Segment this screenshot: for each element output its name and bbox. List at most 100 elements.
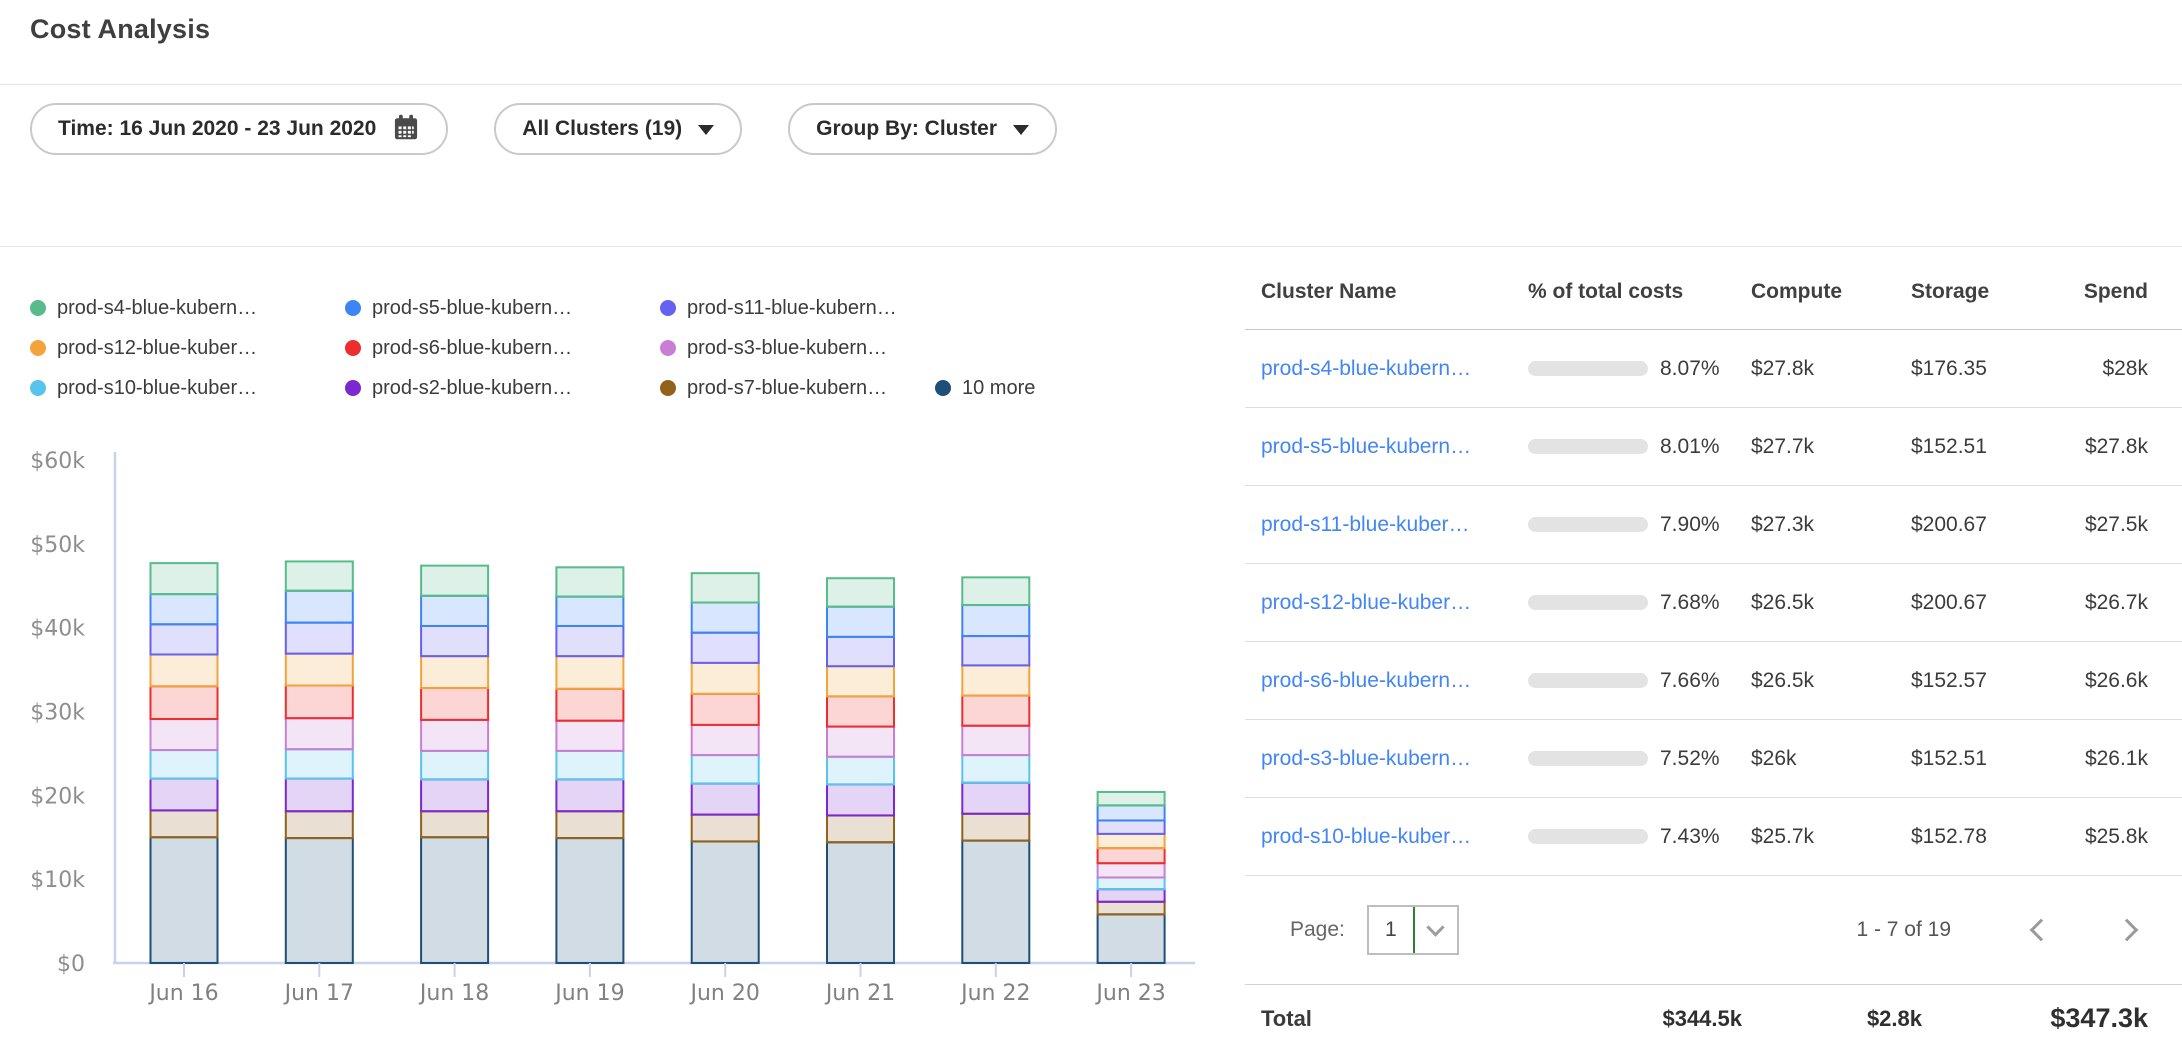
legend-item[interactable]: prod-s5-blue-kubern… bbox=[345, 297, 660, 320]
bar-segment[interactable] bbox=[827, 727, 894, 757]
group-by-dropdown[interactable]: Group By: Cluster bbox=[788, 103, 1057, 155]
cluster-link[interactable]: prod-s4-blue-kubern… bbox=[1261, 357, 1471, 380]
bar-segment[interactable] bbox=[962, 636, 1029, 665]
bar-segment[interactable] bbox=[151, 810, 218, 837]
bar-segment[interactable] bbox=[1098, 834, 1165, 848]
legend-item[interactable]: prod-s4-blue-kubern… bbox=[30, 297, 345, 320]
bar-segment[interactable] bbox=[151, 837, 218, 963]
bar-segment[interactable] bbox=[962, 696, 1029, 726]
bar-segment[interactable] bbox=[151, 719, 218, 750]
time-range-filter[interactable]: Time: 16 Jun 2020 - 23 Jun 2020 bbox=[30, 103, 448, 155]
bar-segment[interactable] bbox=[421, 837, 488, 963]
bar-segment[interactable] bbox=[692, 725, 759, 755]
cluster-link[interactable]: prod-s3-blue-kubern… bbox=[1261, 747, 1471, 770]
bar-segment[interactable] bbox=[556, 779, 623, 811]
bar-segment[interactable] bbox=[286, 779, 353, 812]
legend-item[interactable]: prod-s12-blue-kuber… bbox=[30, 337, 345, 360]
bar-segment[interactable] bbox=[827, 784, 894, 815]
cluster-link[interactable]: prod-s6-blue-kubern… bbox=[1261, 669, 1471, 692]
cluster-link[interactable]: prod-s11-blue-kuber… bbox=[1261, 513, 1470, 536]
bar-segment[interactable] bbox=[962, 755, 1029, 783]
bar-segment[interactable] bbox=[827, 815, 894, 842]
bar-segment[interactable] bbox=[827, 842, 894, 963]
legend-item[interactable]: prod-s7-blue-kubern… bbox=[660, 377, 935, 400]
bar-segment[interactable] bbox=[827, 607, 894, 637]
bar-segment[interactable] bbox=[286, 591, 353, 623]
bar-segment[interactable] bbox=[286, 561, 353, 590]
legend-item[interactable]: prod-s2-blue-kubern… bbox=[345, 377, 660, 400]
cluster-link[interactable]: prod-s12-blue-kuber… bbox=[1261, 591, 1471, 614]
bar-segment[interactable] bbox=[286, 838, 353, 963]
bar-segment[interactable] bbox=[151, 686, 218, 719]
bar-segment[interactable] bbox=[286, 718, 353, 749]
bar-segment[interactable] bbox=[151, 594, 218, 624]
clusters-filter-dropdown[interactable]: All Clusters (19) bbox=[494, 103, 742, 155]
legend-item[interactable]: prod-s11-blue-kubern… bbox=[660, 297, 935, 320]
bar-segment[interactable] bbox=[556, 721, 623, 751]
bar-segment[interactable] bbox=[1098, 902, 1165, 915]
bar-segment[interactable] bbox=[286, 749, 353, 778]
bar-segment[interactable] bbox=[962, 783, 1029, 814]
bar-segment[interactable] bbox=[421, 566, 488, 596]
bar-segment[interactable] bbox=[556, 656, 623, 689]
bar-segment[interactable] bbox=[1098, 848, 1165, 863]
legend-item[interactable]: prod-s10-blue-kuber… bbox=[30, 377, 345, 400]
bar-segment[interactable] bbox=[1098, 877, 1165, 889]
cluster-link[interactable]: prod-s5-blue-kubern… bbox=[1261, 435, 1471, 458]
bar-segment[interactable] bbox=[1098, 792, 1165, 805]
bar-segment[interactable] bbox=[421, 596, 488, 626]
legend-item[interactable]: prod-s6-blue-kubern… bbox=[345, 337, 660, 360]
bar-segment[interactable] bbox=[421, 811, 488, 837]
bar-segment[interactable] bbox=[556, 567, 623, 596]
bar-segment[interactable] bbox=[286, 811, 353, 838]
bar-segment[interactable] bbox=[286, 654, 353, 686]
bar-segment[interactable] bbox=[1098, 805, 1165, 820]
bar-segment[interactable] bbox=[692, 755, 759, 784]
bar-segment[interactable] bbox=[556, 811, 623, 838]
bar-segment[interactable] bbox=[151, 654, 218, 686]
bar-segment[interactable] bbox=[421, 626, 488, 656]
legend-item[interactable]: 10 more bbox=[935, 377, 1035, 400]
bar-segment[interactable] bbox=[151, 563, 218, 594]
bar-segment[interactable] bbox=[962, 665, 1029, 695]
bar-segment[interactable] bbox=[827, 666, 894, 696]
bar-segment[interactable] bbox=[556, 626, 623, 656]
bar-segment[interactable] bbox=[556, 751, 623, 780]
bar-segment[interactable] bbox=[1098, 820, 1165, 833]
bar-segment[interactable] bbox=[556, 597, 623, 626]
bar-segment[interactable] bbox=[692, 573, 759, 602]
page-select[interactable]: 1 bbox=[1367, 905, 1459, 955]
bar-segment[interactable] bbox=[1098, 863, 1165, 877]
bar-segment[interactable] bbox=[692, 633, 759, 663]
bar-segment[interactable] bbox=[692, 603, 759, 633]
prev-page-button[interactable] bbox=[2026, 915, 2056, 945]
bar-segment[interactable] bbox=[962, 577, 1029, 605]
bar-segment[interactable] bbox=[692, 841, 759, 963]
cluster-link[interactable]: prod-s10-blue-kuber… bbox=[1261, 825, 1471, 848]
bar-segment[interactable] bbox=[962, 814, 1029, 841]
bar-segment[interactable] bbox=[962, 605, 1029, 636]
bar-segment[interactable] bbox=[962, 841, 1029, 963]
bar-segment[interactable] bbox=[151, 779, 218, 811]
bar-segment[interactable] bbox=[421, 688, 488, 720]
bar-segment[interactable] bbox=[692, 815, 759, 842]
bar-segment[interactable] bbox=[1098, 889, 1165, 902]
bar-segment[interactable] bbox=[962, 726, 1029, 755]
bar-segment[interactable] bbox=[827, 578, 894, 607]
bar-segment[interactable] bbox=[827, 637, 894, 666]
bar-segment[interactable] bbox=[151, 750, 218, 779]
bar-segment[interactable] bbox=[1098, 914, 1165, 963]
bar-segment[interactable] bbox=[827, 757, 894, 785]
bar-segment[interactable] bbox=[421, 779, 488, 811]
bar-segment[interactable] bbox=[151, 624, 218, 654]
bar-segment[interactable] bbox=[421, 656, 488, 688]
bar-segment[interactable] bbox=[556, 838, 623, 963]
next-page-button[interactable] bbox=[2112, 915, 2142, 945]
legend-item[interactable]: prod-s3-blue-kubern… bbox=[660, 337, 935, 360]
bar-segment[interactable] bbox=[692, 784, 759, 815]
bar-segment[interactable] bbox=[692, 663, 759, 694]
bar-segment[interactable] bbox=[827, 696, 894, 726]
bar-segment[interactable] bbox=[286, 686, 353, 719]
bar-segment[interactable] bbox=[421, 720, 488, 751]
bar-segment[interactable] bbox=[421, 751, 488, 780]
